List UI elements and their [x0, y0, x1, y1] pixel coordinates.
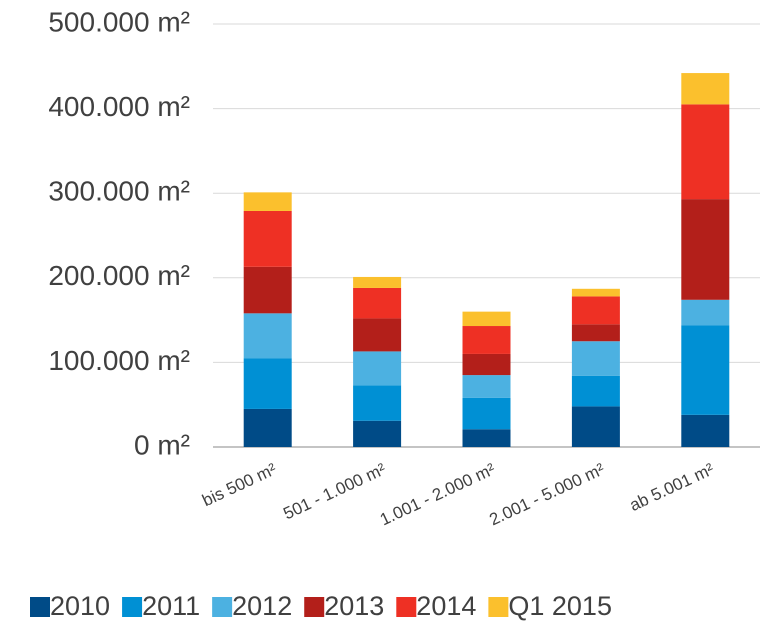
bar-segment: [462, 326, 511, 354]
y-tick-label: 300.000 m²: [48, 176, 190, 207]
y-tick-label: 200.000 m²: [48, 260, 190, 291]
bar-segment: [243, 313, 292, 359]
legend-label: 2012: [232, 591, 292, 621]
y-tick-label: 100.000 m²: [48, 345, 190, 376]
legend-swatch: [396, 597, 417, 617]
legend-label: 2013: [324, 591, 384, 621]
bar-segment: [353, 318, 402, 352]
bar-segment: [681, 199, 730, 300]
bar-segment: [353, 287, 402, 319]
bar-segment: [571, 375, 620, 407]
bar-segment: [243, 192, 292, 211]
legend-swatch: [304, 597, 325, 617]
bar-segment: [243, 408, 292, 447]
legend-label: 2014: [416, 591, 476, 621]
x-tick-label: 501 - 1.000 m²: [280, 459, 389, 523]
legend-swatch: [212, 597, 233, 617]
bar-segment: [243, 210, 292, 267]
bar-segment: [681, 73, 730, 105]
legend-swatch: [122, 597, 143, 617]
bar-segment: [571, 341, 620, 376]
bar-segment: [571, 406, 620, 447]
legend-swatch: [488, 597, 509, 617]
bar-segment: [353, 276, 402, 288]
legend-label: 2010: [50, 591, 110, 621]
bar-segment: [681, 104, 730, 200]
bar-segment: [681, 414, 730, 447]
bar-segment: [243, 358, 292, 409]
x-tick-label: bis 500 m²: [199, 459, 279, 510]
y-tick-label: 0 m²: [134, 429, 190, 460]
bar-segment: [462, 397, 511, 430]
bar-segment: [353, 420, 402, 447]
x-tick-label: 1.001 - 2.000 m²: [377, 459, 498, 529]
bar-segment: [462, 353, 511, 376]
bar-segment: [353, 385, 402, 421]
bar-segment: [681, 299, 730, 326]
bar-segment: [462, 429, 511, 447]
bar-segment: [462, 375, 511, 398]
x-tick-label: 2.001 - 5.000 m²: [486, 459, 607, 529]
bar-segment: [462, 311, 511, 327]
y-tick-label: 400.000 m²: [48, 91, 190, 122]
legend-label: Q1 2015: [508, 591, 612, 621]
bar-segment: [681, 325, 730, 415]
bar-segment: [571, 288, 620, 297]
x-tick-label: ab 5.001 m²: [627, 459, 718, 515]
bar-segment: [571, 296, 620, 325]
legend-label: 2011: [142, 591, 200, 621]
y-tick-label: 500.000 m²: [48, 6, 190, 37]
bar-segment: [353, 351, 402, 386]
bar-segment: [243, 266, 292, 314]
bar-segment: [571, 324, 620, 342]
legend-swatch: [30, 597, 50, 617]
